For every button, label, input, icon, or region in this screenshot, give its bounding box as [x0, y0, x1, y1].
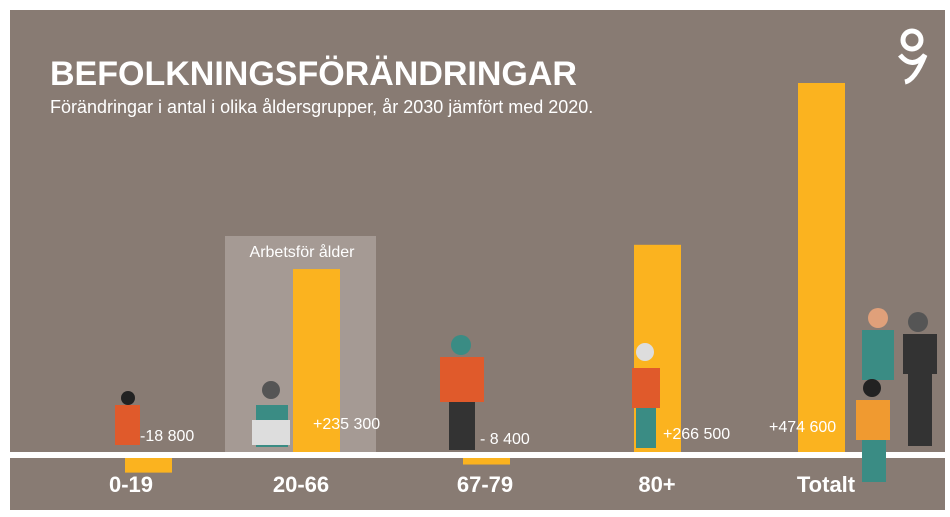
bar [798, 83, 845, 452]
value-label: - 8 400 [480, 431, 530, 448]
x-tick-label: Totalt [797, 472, 856, 497]
value-label: +235 300 [313, 416, 380, 433]
bar [463, 458, 510, 465]
x-tick-label: 20-66 [273, 472, 329, 497]
chart-subtitle: Förändringar i antal i olika åldersgrupp… [50, 97, 593, 117]
x-tick-label: 67-79 [457, 472, 513, 497]
x-tick-label: 0-19 [109, 472, 153, 497]
value-label: +474 600 [769, 419, 836, 436]
annotation: Arbetsför ålder [250, 243, 356, 261]
baseline [10, 452, 945, 458]
x-tick-label: 80+ [638, 472, 675, 497]
value-label: +266 500 [663, 426, 730, 443]
chart: Arbetsför ålder BEFOLKNINGSFÖRÄNDRINGAR … [0, 0, 950, 517]
value-label: -18 800 [140, 428, 194, 445]
chart-title: BEFOLKNINGSFÖRÄNDRINGAR [50, 55, 577, 93]
bar [125, 458, 172, 473]
